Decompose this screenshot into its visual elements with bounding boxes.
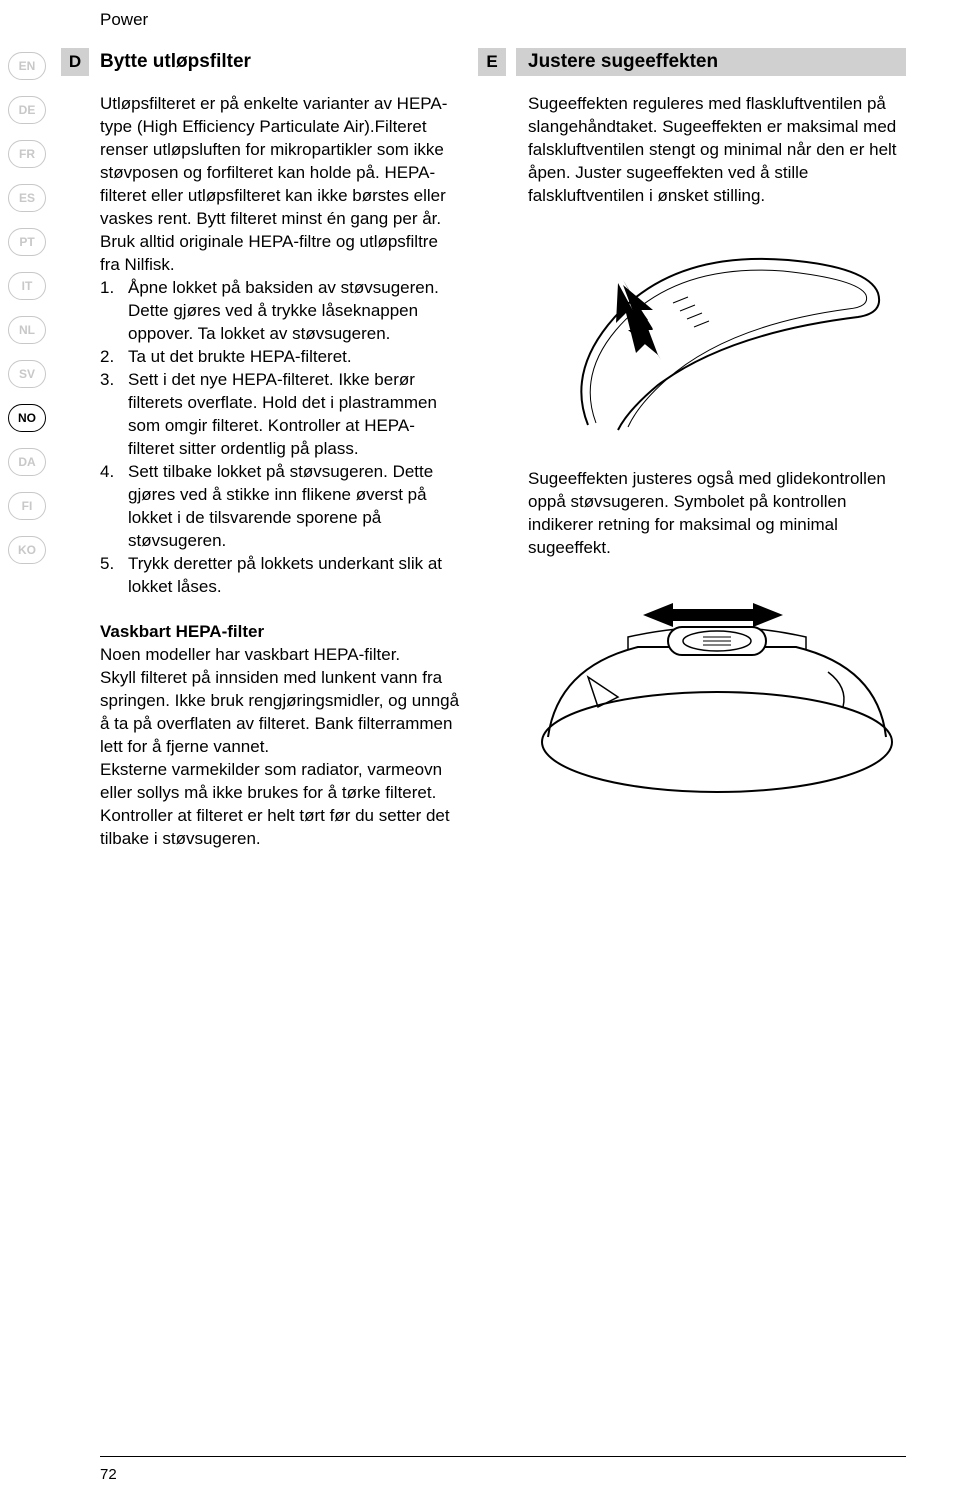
lang-pill-no[interactable]: NO bbox=[8, 404, 46, 432]
language-rail: EN DE FR ES PT IT NL SV NO DA FI KO bbox=[8, 52, 52, 564]
steps-list: 1.Åpne lokket på baksiden av støv­sugere… bbox=[100, 276, 460, 598]
step-number: 3. bbox=[100, 368, 128, 460]
step-number: 4. bbox=[100, 460, 128, 552]
lang-pill-en[interactable]: EN bbox=[8, 52, 46, 80]
section-letter-e: E bbox=[478, 48, 506, 76]
heading-e: Justere sugeeffekten bbox=[516, 48, 906, 76]
step-text: Sett tilbake lokket på støvsugeren. Dett… bbox=[128, 460, 460, 552]
right-column: Sugeeffekten reguleres med flaskluft­ven… bbox=[528, 92, 906, 819]
step-number: 1. bbox=[100, 276, 128, 345]
lang-pill-es[interactable]: ES bbox=[8, 184, 46, 212]
sub-p4: Kontroller at filteret er helt tørt før … bbox=[100, 804, 460, 850]
step-item: 5.Trykk deretter på lokkets underkant sl… bbox=[100, 552, 460, 598]
sub-heading: Vaskbart HEPA-filter bbox=[100, 620, 460, 643]
lang-pill-fr[interactable]: FR bbox=[8, 140, 46, 168]
vacuum-top-illustration bbox=[528, 577, 906, 797]
page-number: 72 bbox=[100, 1466, 117, 1483]
sub-p1: Noen modeller har vaskbart HEPA-filter. bbox=[100, 643, 460, 666]
brand-label: Power bbox=[100, 10, 148, 30]
step-number: 2. bbox=[100, 345, 128, 368]
lang-pill-nl[interactable]: NL bbox=[8, 316, 46, 344]
step-number: 5. bbox=[100, 552, 128, 598]
heading-d: Bytte utløpsfilter bbox=[100, 48, 251, 76]
left-column: Utløpsfilteret er på enkelte varianter a… bbox=[100, 92, 460, 850]
lang-pill-pt[interactable]: PT bbox=[8, 228, 46, 256]
step-item: 2.Ta ut det brukte HEPA-filteret. bbox=[100, 345, 460, 368]
sub-p3: Eksterne varmekilder som radiator, varme… bbox=[100, 758, 460, 804]
step-text: Trykk deretter på lokkets underkant slik… bbox=[128, 552, 460, 598]
hose-handle-illustration bbox=[528, 225, 906, 445]
lang-pill-da[interactable]: DA bbox=[8, 448, 46, 476]
step-item: 3.Sett i det nye HEPA-filteret. Ikke ber… bbox=[100, 368, 460, 460]
lang-pill-ko[interactable]: KO bbox=[8, 536, 46, 564]
section-letter-d: D bbox=[61, 48, 89, 76]
step-text: Ta ut det brukte HEPA-filteret. bbox=[128, 345, 460, 368]
right-p1: Sugeeffekten reguleres med flaskluft­ven… bbox=[528, 92, 906, 207]
intro-paragraph: Utløpsfilteret er på enkelte varianter a… bbox=[100, 92, 460, 276]
lang-pill-sv[interactable]: SV bbox=[8, 360, 46, 388]
footer-rule bbox=[100, 1456, 906, 1457]
lang-pill-it[interactable]: IT bbox=[8, 272, 46, 300]
sub-p2: Skyll filteret på innsiden med lunkent v… bbox=[100, 666, 460, 758]
lang-pill-fi[interactable]: FI bbox=[8, 492, 46, 520]
step-item: 1.Åpne lokket på baksiden av støv­sugere… bbox=[100, 276, 460, 345]
step-text: Sett i det nye HEPA-filteret. Ikke berør… bbox=[128, 368, 460, 460]
right-p2: Sugeeffekten justeres også med glide­kon… bbox=[528, 467, 906, 559]
step-text: Åpne lokket på baksiden av støv­sugeren.… bbox=[128, 276, 460, 345]
lang-pill-de[interactable]: DE bbox=[8, 96, 46, 124]
step-item: 4.Sett tilbake lokket på støvsugeren. De… bbox=[100, 460, 460, 552]
